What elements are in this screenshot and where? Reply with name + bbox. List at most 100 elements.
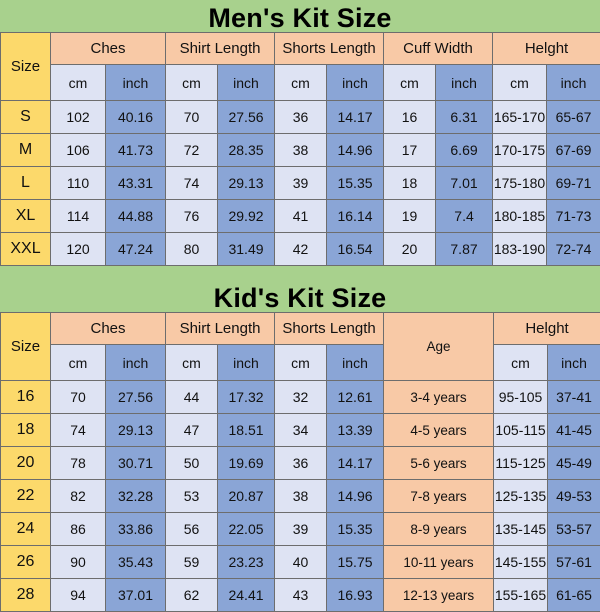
kids-cell-height-cm: 135-145 <box>494 513 548 546</box>
kids-row-size: 16 <box>1 381 51 414</box>
mens-cell-height-inch: 69-71 <box>547 167 600 200</box>
mens-cell-shorts-inch: 16.54 <box>327 233 384 266</box>
mens-group-chest: Ches <box>51 33 166 65</box>
mens-cell-shirt-inch: 29.13 <box>218 167 275 200</box>
kids-cell-shorts-inch: 14.96 <box>327 480 384 513</box>
mens-row-size: M <box>1 134 51 167</box>
mens-unit-shirt-inch: inch <box>218 65 275 101</box>
kids-cell-height-inch: 57-61 <box>548 546 600 579</box>
kids-cell-chest-inch: 33.86 <box>106 513 166 546</box>
kids-cell-chest-inch: 35.43 <box>106 546 166 579</box>
kids-cell-age: 3-4 years <box>384 381 494 414</box>
table-row: 22 82 32.28 53 20.87 38 14.96 7-8 years … <box>1 480 600 513</box>
kids-cell-height-cm: 95-105 <box>494 381 548 414</box>
kids-cell-height-inch: 45-49 <box>548 447 600 480</box>
section-divider <box>0 266 600 274</box>
kids-kit-title: Kid's Kit Size <box>0 274 600 312</box>
kids-cell-chest-cm: 82 <box>51 480 106 513</box>
mens-cell-chest-cm: 114 <box>51 200 106 233</box>
mens-group-cuff-width: Cuff Width <box>384 33 493 65</box>
mens-unit-header-row: cm inch cm inch cm inch cm inch cm inch <box>1 65 600 101</box>
table-row: M 106 41.73 72 28.35 38 14.96 17 6.69 17… <box>1 134 600 167</box>
kids-cell-shirt-inch: 22.05 <box>218 513 275 546</box>
mens-cell-height-inch: 71-73 <box>547 200 600 233</box>
kids-unit-shirt-inch: inch <box>218 345 275 381</box>
kids-cell-height-inch: 41-45 <box>548 414 600 447</box>
kids-cell-chest-cm: 78 <box>51 447 106 480</box>
kids-row-size: 28 <box>1 579 51 612</box>
mens-cell-chest-inch: 40.16 <box>106 101 166 134</box>
mens-cell-cuff-inch: 6.31 <box>436 101 493 134</box>
mens-row-size: XL <box>1 200 51 233</box>
kids-cell-shirt-inch: 24.41 <box>218 579 275 612</box>
table-row: 28 94 37.01 62 24.41 43 16.93 12-13 year… <box>1 579 600 612</box>
kids-cell-shirt-cm: 47 <box>166 414 218 447</box>
mens-cell-shorts-inch: 14.96 <box>327 134 384 167</box>
table-row: 20 78 30.71 50 19.69 36 14.17 5-6 years … <box>1 447 600 480</box>
kids-cell-age: 8-9 years <box>384 513 494 546</box>
mens-kit-title: Men's Kit Size <box>0 0 600 32</box>
kids-row-size: 24 <box>1 513 51 546</box>
mens-cell-shirt-cm: 80 <box>166 233 218 266</box>
mens-cell-shorts-inch: 14.17 <box>327 101 384 134</box>
mens-unit-cuff-cm: cm <box>384 65 436 101</box>
mens-cell-shorts-cm: 41 <box>275 200 327 233</box>
kids-group-height: Helght <box>494 313 600 345</box>
kids-cell-chest-cm: 86 <box>51 513 106 546</box>
kids-cell-shorts-inch: 15.35 <box>327 513 384 546</box>
kids-cell-chest-inch: 30.71 <box>106 447 166 480</box>
kids-cell-shirt-inch: 17.32 <box>218 381 275 414</box>
mens-cell-height-cm: 170-175 <box>493 134 547 167</box>
mens-cell-cuff-cm: 17 <box>384 134 436 167</box>
kids-group-header-row: Size Ches Shirt Length Shorts Length Age… <box>1 313 600 345</box>
kids-row-size: 22 <box>1 480 51 513</box>
kids-cell-height-cm: 145-155 <box>494 546 548 579</box>
kids-unit-shirt-cm: cm <box>166 345 218 381</box>
mens-cell-height-cm: 183-190 <box>493 233 547 266</box>
kids-cell-shorts-cm: 36 <box>275 447 327 480</box>
kids-group-age: Age <box>384 313 494 381</box>
table-row: 18 74 29.13 47 18.51 34 13.39 4-5 years … <box>1 414 600 447</box>
kids-cell-chest-inch: 27.56 <box>106 381 166 414</box>
mens-cell-cuff-cm: 16 <box>384 101 436 134</box>
kids-cell-chest-cm: 70 <box>51 381 106 414</box>
kids-cell-shorts-inch: 12.61 <box>327 381 384 414</box>
kids-unit-shorts-inch: inch <box>327 345 384 381</box>
mens-cell-shirt-inch: 29.92 <box>218 200 275 233</box>
mens-cell-cuff-inch: 6.69 <box>436 134 493 167</box>
mens-cell-cuff-cm: 20 <box>384 233 436 266</box>
kids-cell-height-cm: 115-125 <box>494 447 548 480</box>
mens-cell-cuff-inch: 7.01 <box>436 167 493 200</box>
table-row: S 102 40.16 70 27.56 36 14.17 16 6.31 16… <box>1 101 600 134</box>
kids-row-size: 18 <box>1 414 51 447</box>
mens-cell-cuff-inch: 7.4 <box>436 200 493 233</box>
mens-cell-shirt-cm: 76 <box>166 200 218 233</box>
mens-row-size: L <box>1 167 51 200</box>
kids-row-size: 20 <box>1 447 51 480</box>
kids-cell-age: 12-13 years <box>384 579 494 612</box>
mens-cell-shirt-cm: 74 <box>166 167 218 200</box>
kids-cell-age: 4-5 years <box>384 414 494 447</box>
kids-group-chest: Ches <box>51 313 166 345</box>
mens-cell-chest-cm: 106 <box>51 134 106 167</box>
kids-cell-shirt-cm: 50 <box>166 447 218 480</box>
kids-cell-chest-inch: 29.13 <box>106 414 166 447</box>
mens-group-shorts-length: Shorts Length <box>275 33 384 65</box>
kids-cell-shirt-cm: 62 <box>166 579 218 612</box>
table-row: 26 90 35.43 59 23.23 40 15.75 10-11 year… <box>1 546 600 579</box>
kids-cell-shirt-inch: 23.23 <box>218 546 275 579</box>
table-row: XXL 120 47.24 80 31.49 42 16.54 20 7.87 … <box>1 233 600 266</box>
mens-cell-height-cm: 165-170 <box>493 101 547 134</box>
mens-unit-shirt-cm: cm <box>166 65 218 101</box>
kids-cell-shirt-cm: 53 <box>166 480 218 513</box>
mens-group-height: Helght <box>493 33 600 65</box>
mens-size-header: Size <box>1 33 51 101</box>
mens-cell-chest-cm: 110 <box>51 167 106 200</box>
mens-cell-cuff-inch: 7.87 <box>436 233 493 266</box>
kids-unit-shorts-cm: cm <box>275 345 327 381</box>
table-row: 16 70 27.56 44 17.32 32 12.61 3-4 years … <box>1 381 600 414</box>
mens-cell-shirt-cm: 70 <box>166 101 218 134</box>
mens-unit-height-cm: cm <box>493 65 547 101</box>
mens-cell-shorts-inch: 16.14 <box>327 200 384 233</box>
kids-cell-age: 5-6 years <box>384 447 494 480</box>
